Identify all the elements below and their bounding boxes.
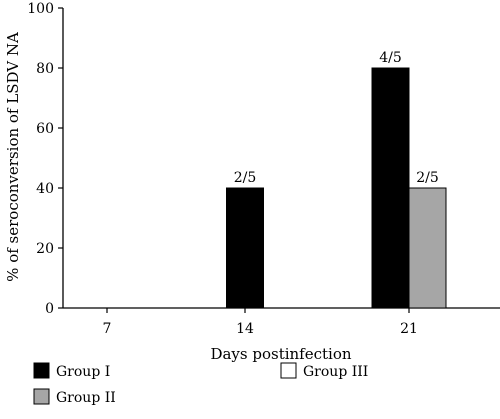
legend-label-group-iii: Group III — [303, 364, 368, 380]
legend-swatch-group-iii — [280, 362, 297, 379]
legend: Group I Group II Group III — [33, 362, 368, 406]
y-tick-label: 40 — [36, 181, 54, 197]
legend-swatch-group-i — [33, 362, 50, 379]
y-tick-label: 20 — [36, 241, 54, 257]
y-tick-label: 80 — [36, 61, 54, 77]
x-tick-label: 14 — [236, 321, 254, 337]
x-tick-label: 7 — [103, 321, 112, 337]
bars — [226, 67, 447, 309]
bar-group-i-day-21 — [371, 67, 410, 309]
y-axis-label: % of seroconversion of LSDV NA — [4, 32, 22, 282]
bar-group-ii-day-21 — [408, 187, 447, 309]
data-label: 2/5 — [234, 170, 257, 186]
x-axis-label: Days postinfection — [210, 345, 351, 363]
x-tick-label: 21 — [400, 321, 418, 337]
data-label: 2/5 — [416, 170, 439, 186]
legend-label-group-i: Group I — [56, 364, 110, 380]
y-tick-label: 60 — [36, 121, 54, 137]
bar-group-i-day-14 — [226, 187, 264, 309]
legend-swatch-group-ii — [33, 388, 50, 405]
legend-label-group-ii: Group II — [56, 390, 116, 406]
y-tick-label: 0 — [45, 301, 54, 317]
data-labels: 2/5 4/5 2/5 — [234, 50, 439, 186]
y-tick-label: 100 — [27, 1, 54, 17]
data-label: 4/5 — [379, 50, 402, 66]
axes: 0 20 40 60 80 100 7 14 21 — [27, 1, 500, 337]
